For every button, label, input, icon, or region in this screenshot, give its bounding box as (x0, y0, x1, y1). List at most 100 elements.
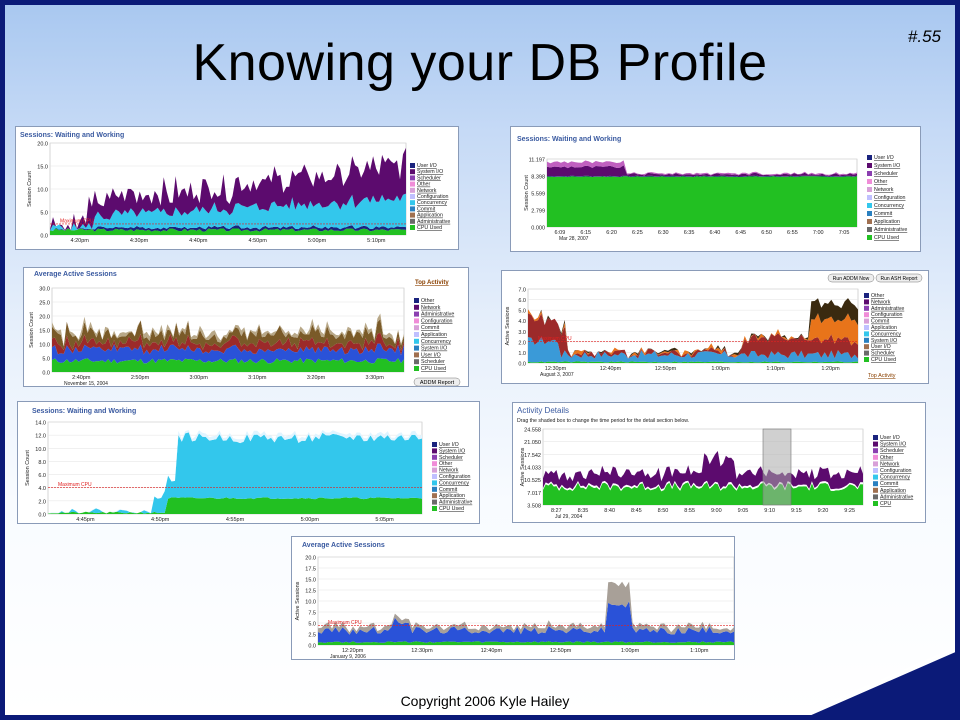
legend-item[interactable]: Network (880, 461, 900, 467)
legend-item[interactable]: System I/O (871, 338, 897, 344)
legend-item[interactable]: CPU Used (421, 366, 446, 372)
x-tick-label: 1:20pm (821, 366, 840, 372)
max-cpu-label: Maximum CPU (328, 620, 362, 626)
legend-item[interactable]: Commit (439, 487, 458, 493)
y-tick-label: 5.599 (531, 192, 545, 198)
legend-item[interactable]: Configuration (439, 474, 471, 480)
y-axis-label: Session Count (27, 171, 33, 207)
legend-item[interactable]: Concurrency (871, 331, 901, 337)
legend-item[interactable]: User I/O (871, 344, 891, 350)
addm-report-button[interactable] (413, 377, 461, 386)
y-tick-label: 15.0 (305, 578, 316, 584)
y-tick-label: 4.0 (38, 486, 46, 492)
legend-swatch (410, 194, 415, 199)
legend-item[interactable]: CPU Used (439, 506, 464, 512)
date-label: November 15, 2004 (64, 381, 108, 387)
legend-item[interactable]: System I/O (439, 448, 465, 454)
legend-item[interactable]: CPU (880, 501, 891, 507)
legend-item[interactable]: Scheduler (421, 359, 445, 365)
legend-item[interactable]: Application (874, 219, 900, 225)
legend-item[interactable]: Scheduler (880, 448, 904, 454)
legend-item[interactable]: CPU Used (417, 225, 442, 231)
legend-item[interactable]: Network (871, 299, 891, 305)
y-tick-label: 25.0 (39, 301, 50, 307)
legend-item[interactable]: Scheduler (871, 351, 895, 357)
legend-item[interactable]: System I/O (880, 442, 906, 448)
legend-item[interactable]: Network (421, 305, 441, 311)
legend-item[interactable]: Other (880, 455, 893, 461)
legend-item[interactable]: Other (439, 461, 452, 467)
date-label: Jul 29, 2004 (555, 514, 582, 520)
y-axis-label: Active Sessions (520, 447, 526, 486)
legend-item[interactable]: User I/O (421, 352, 441, 358)
legend-item[interactable]: Network (439, 468, 459, 474)
legend-item[interactable]: Concurrency (874, 203, 904, 209)
x-tick-label: 6:35 (684, 230, 695, 236)
legend-item[interactable]: User I/O (417, 163, 437, 169)
legend-item[interactable]: Concurrency (439, 480, 469, 486)
legend-item[interactable]: System I/O (421, 346, 447, 352)
legend-item[interactable]: Commit (874, 211, 893, 217)
area-layer (547, 165, 857, 177)
area-layer (528, 313, 858, 359)
max-cpu-label: Maximum CPU (58, 482, 92, 488)
legend-item[interactable]: Configuration (421, 318, 453, 324)
run-addm-now-button[interactable] (827, 273, 875, 283)
y-tick-label: 8.398 (531, 175, 545, 181)
legend-item[interactable]: Application (439, 493, 465, 499)
legend-item[interactable]: Administrative (874, 227, 907, 233)
legend-swatch (432, 506, 437, 511)
legend-item[interactable]: Scheduler (439, 455, 463, 461)
legend-item[interactable]: Configuration (880, 468, 912, 474)
legend-item[interactable]: Configuration (871, 312, 903, 318)
y-tick-label: 15.0 (39, 329, 50, 335)
legend-item[interactable]: Administrative (439, 500, 472, 506)
run-ash-report-button[interactable] (875, 273, 923, 283)
legend-item[interactable]: Commit (421, 325, 440, 331)
legend-item[interactable]: User I/O (880, 435, 900, 441)
legend-item[interactable]: System I/O (417, 169, 443, 175)
legend-item[interactable]: Application (880, 488, 906, 494)
x-tick-label: 8:27 (551, 508, 562, 514)
legend-item[interactable]: Application (421, 332, 447, 338)
legend-item[interactable]: Application (417, 213, 443, 219)
legend-item[interactable]: CPU Used (874, 235, 899, 241)
legend-item[interactable]: Administrative (417, 219, 450, 225)
legend-item[interactable]: Configuration (417, 194, 449, 200)
legend-swatch (873, 461, 878, 467)
legend-item[interactable]: Other (871, 293, 884, 299)
legend-item[interactable]: Network (417, 188, 437, 194)
y-tick-label: 3.0 (518, 330, 526, 336)
legend-item[interactable]: User I/O (439, 442, 459, 448)
legend-item[interactable]: Other (421, 298, 434, 304)
legend-item[interactable]: Commit (417, 206, 436, 212)
time-selection-box[interactable] (762, 428, 792, 506)
legend-item[interactable]: Scheduler (417, 175, 441, 181)
top-activity-link[interactable]: Top Activity (415, 280, 449, 286)
legend-item[interactable]: CPU Used (871, 357, 896, 363)
legend-item[interactable]: Network (874, 187, 894, 193)
legend-item[interactable]: Concurrency (417, 200, 447, 206)
x-tick-label: 1:00pm (621, 648, 640, 654)
legend-swatch (864, 312, 869, 318)
legend-item[interactable]: System I/O (874, 163, 900, 169)
legend-item[interactable]: Administrative (871, 306, 904, 312)
y-tick-label: 17.5 (305, 567, 316, 573)
legend-item[interactable]: Administrative (421, 312, 454, 318)
y-axis-label: Active Sessions (505, 306, 511, 345)
legend-item[interactable]: Concurrency (421, 339, 451, 345)
legend-item[interactable]: Scheduler (874, 171, 898, 177)
legend-item[interactable]: User I/O (874, 155, 894, 161)
legend-item[interactable]: Other (417, 182, 430, 188)
legend-item[interactable]: Commit (880, 481, 899, 487)
legend-item[interactable]: Configuration (874, 195, 906, 201)
top-activity-link[interactable]: Top Activity (868, 373, 896, 379)
max-cpu-label: Maximum CPU (538, 336, 572, 342)
legend-item[interactable]: Commit (871, 319, 890, 325)
y-tick-label: 5.0 (42, 357, 50, 363)
legend-item[interactable]: Administrative (880, 494, 913, 500)
legend-item[interactable]: Concurrency (880, 475, 910, 481)
x-tick-label: 1:10pm (690, 648, 709, 654)
legend-item[interactable]: Application (871, 325, 897, 331)
legend-item[interactable]: Other (874, 179, 887, 185)
